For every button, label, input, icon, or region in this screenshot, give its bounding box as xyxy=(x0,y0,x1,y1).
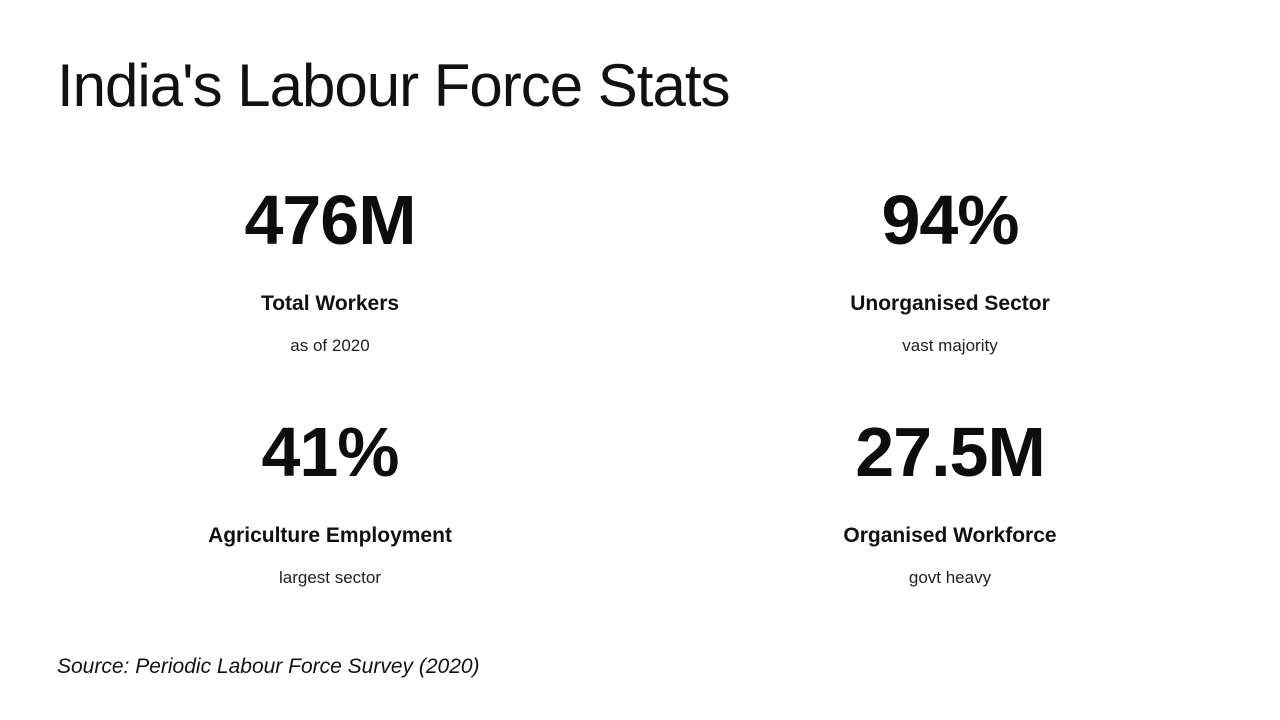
stat-value: 27.5M xyxy=(855,412,1046,491)
stat-value: 94% xyxy=(881,181,1019,259)
stat-label: Unorganised Sector xyxy=(850,292,1050,315)
stats-grid: 476M Total Workers as of 2020 94% Unorga… xyxy=(20,185,1260,588)
stat-subtext: as of 2020 xyxy=(290,336,370,356)
stat-label: Total Workers xyxy=(260,292,400,315)
stat-card-organised-workforce: 27.5M Organised Workforce govt heavy xyxy=(640,417,1260,589)
stat-label: Organised Workforce xyxy=(843,523,1057,547)
stat-card-unorganised-sector: 94% Unorganised Sector vast majority xyxy=(640,185,1260,357)
stat-label: Agriculture Employment xyxy=(208,523,452,547)
source-note: Source: Periodic Labour Force Survey (20… xyxy=(57,655,480,678)
stat-subtext: vast majority xyxy=(902,336,998,356)
stat-card-total-workers: 476M Total Workers as of 2020 xyxy=(20,185,640,357)
stat-value: 476M xyxy=(244,181,416,259)
page-title: India's Labour Force Stats xyxy=(57,52,730,119)
stat-value: 41% xyxy=(261,412,399,491)
stat-subtext: govt heavy xyxy=(908,567,992,587)
stat-subtext: largest sector xyxy=(278,567,382,587)
stat-card-agriculture-employment: 41% Agriculture Employment largest secto… xyxy=(20,417,640,589)
